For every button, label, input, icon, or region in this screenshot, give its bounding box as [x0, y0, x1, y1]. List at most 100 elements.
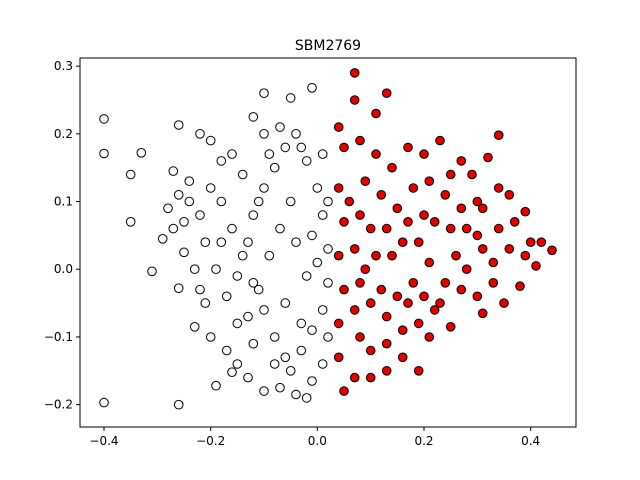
scatter-point	[211, 380, 221, 391]
scatter-point	[461, 223, 472, 234]
scatter-point	[349, 305, 360, 315]
scatter-point	[445, 169, 456, 180]
scatter-point	[173, 283, 184, 294]
scatter-point	[280, 352, 291, 363]
y-tick-label: −0.2	[44, 398, 73, 412]
scatter-point	[397, 325, 408, 336]
scatter-point	[477, 308, 488, 319]
scatter-point	[227, 223, 237, 234]
y-axis: −0.2 −0.1 0.0 0.1 0.2 0.3	[44, 59, 80, 412]
scatter-point	[216, 156, 227, 166]
scatter-point	[259, 305, 269, 315]
scatter-point	[349, 372, 360, 383]
scatter-point	[168, 223, 179, 234]
scatter-point	[307, 83, 317, 93]
scatter-point	[200, 298, 211, 308]
scatter-point	[440, 190, 451, 200]
scatter-point	[339, 284, 349, 295]
scatter-point	[227, 149, 237, 159]
x-tick-label: 0.0	[308, 434, 327, 448]
scatter-point	[243, 311, 253, 322]
scatter-point	[307, 325, 317, 336]
scatter-point	[301, 393, 312, 403]
scatter-point	[323, 332, 333, 342]
scatter-point	[291, 129, 301, 139]
scatter-point	[381, 88, 392, 98]
scatter-point	[216, 196, 227, 207]
scatter-point	[163, 203, 173, 214]
scatter-point	[397, 237, 408, 247]
scatter-point	[440, 278, 451, 288]
scatter-point	[232, 359, 243, 369]
scatter-point	[355, 332, 365, 342]
scatter-point	[333, 318, 344, 329]
x-tick-label: −0.4	[89, 434, 118, 448]
scatter-point	[227, 367, 237, 378]
scatter-point	[248, 210, 259, 220]
scatter-point	[376, 190, 387, 200]
scatter-point	[147, 266, 157, 277]
scatter-point	[525, 237, 536, 247]
scatter-point	[312, 183, 323, 193]
scatter-point	[381, 311, 392, 322]
scatter-point	[472, 230, 483, 241]
scatter-point	[232, 271, 243, 281]
scatter-point	[99, 148, 109, 159]
scatter-point	[259, 129, 269, 139]
scatter-point	[339, 217, 349, 227]
scatter-point	[205, 183, 216, 193]
y-tick-label: 0.0	[54, 262, 73, 276]
scatter-point	[248, 112, 259, 122]
scatter-point	[403, 217, 413, 227]
scatter-point	[461, 264, 472, 275]
x-tick-label: −0.2	[196, 434, 225, 448]
scatter-point	[408, 183, 419, 193]
scatter-point	[280, 142, 291, 153]
scatter-point	[317, 210, 328, 220]
scatter-point	[333, 250, 344, 261]
scatter-point	[355, 135, 365, 146]
scatter-point	[371, 108, 381, 119]
scatter-point	[509, 217, 520, 227]
scatter-point	[195, 210, 205, 220]
scatter-point	[477, 203, 488, 214]
scatter-point	[248, 278, 259, 288]
scatter-point	[387, 162, 397, 173]
scatter-point	[317, 305, 328, 315]
scatter-point	[376, 284, 387, 295]
scatter-point	[547, 245, 557, 256]
scatter-point	[429, 305, 440, 315]
scatter-point	[205, 332, 216, 342]
scatter-point	[221, 345, 232, 356]
scatter-point	[248, 338, 259, 349]
scatter-point	[136, 148, 147, 158]
scatter-point	[237, 250, 248, 261]
scatter-point	[317, 359, 328, 369]
scatter-point	[173, 399, 184, 410]
y-tick-label: 0.2	[54, 127, 73, 141]
scatter-point	[307, 376, 317, 386]
scatter-point	[456, 156, 467, 166]
scatter-point	[381, 338, 392, 349]
scatter-point	[413, 318, 424, 329]
scatter-point	[403, 142, 413, 153]
scatter-point	[237, 169, 248, 180]
scatter-point	[392, 203, 403, 214]
scatter-point	[125, 169, 136, 180]
scatter-point	[520, 206, 531, 217]
scatter-point	[179, 217, 189, 227]
x-axis: −0.4 −0.2 0.0 0.2 0.4	[89, 427, 540, 448]
y-tick-label: 0.3	[54, 59, 73, 73]
scatter-point	[333, 352, 344, 363]
scatter-point	[275, 122, 285, 132]
scatter-point	[355, 278, 365, 288]
points-layer	[99, 68, 557, 410]
scatter-point	[424, 332, 435, 342]
scatter-point	[291, 389, 301, 400]
y-tick-label: 0.1	[54, 195, 73, 209]
scatter-point	[520, 250, 531, 261]
scatter-point	[253, 196, 264, 207]
scatter-point	[269, 359, 280, 369]
scatter-point	[456, 284, 467, 295]
scatter-point	[285, 366, 296, 376]
